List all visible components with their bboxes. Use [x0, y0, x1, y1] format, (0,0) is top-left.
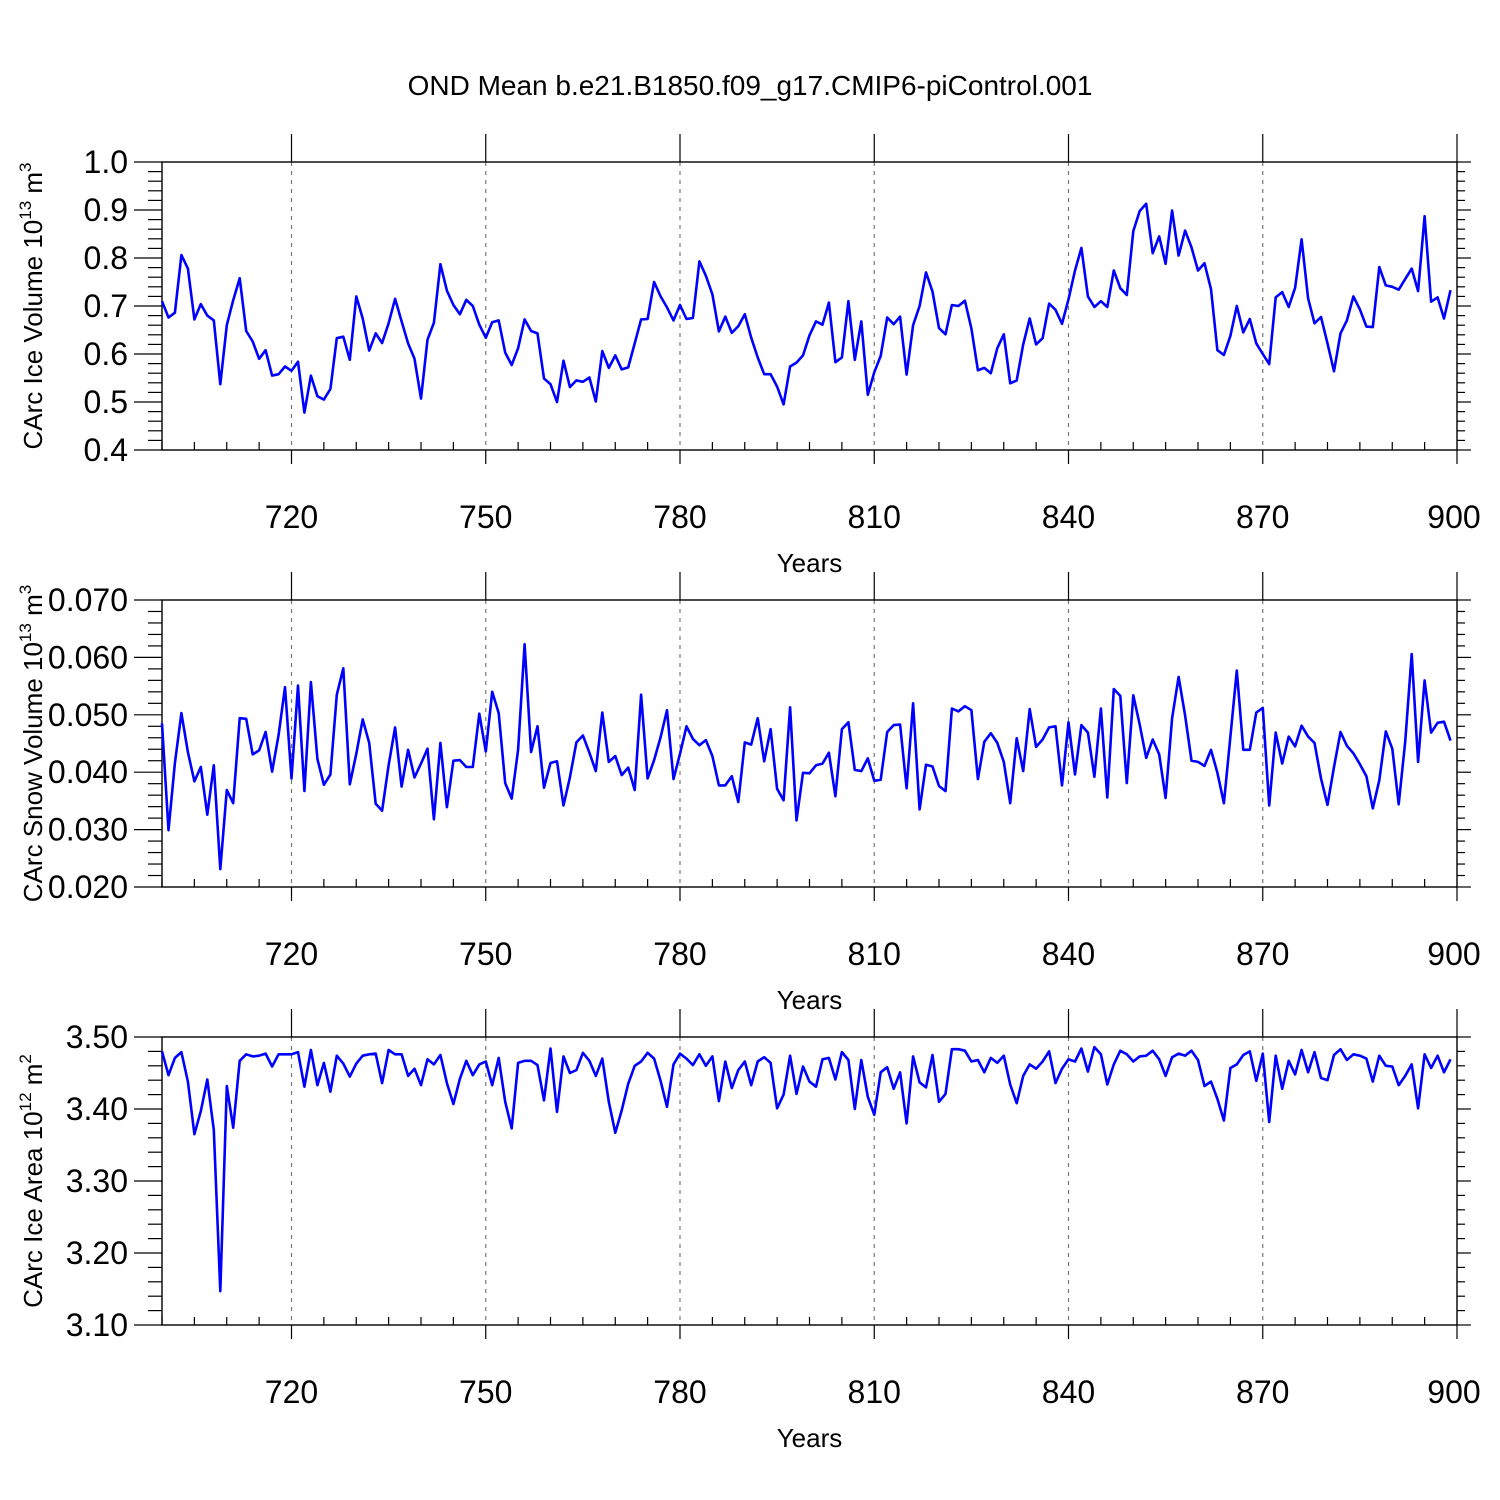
page-title: OND Mean b.e21.B1850.f09_g17.CMIP6-piCon… — [407, 70, 1093, 101]
x-tick-label: 870 — [1236, 936, 1289, 972]
x-tick-label: 720 — [265, 936, 318, 972]
y-axis-title-exponent: 13 — [16, 201, 35, 220]
y-tick-label: 0.6 — [84, 336, 128, 372]
y-tick-label: 0.070 — [48, 582, 128, 618]
y-axis-title-unit: m — [18, 172, 48, 201]
y-tick-label: 3.40 — [66, 1091, 128, 1127]
y-tick-label: 3.50 — [66, 1019, 128, 1055]
panel-ice-area: 3.10 3.20 3.30 3.40 3.50 720 750 780 810 840 870 90… — [16, 1009, 1481, 1453]
x-tick-label: 780 — [653, 1374, 706, 1410]
y-axis-title-unit-exponent: 3 — [16, 585, 35, 594]
y-tick-label: 0.8 — [84, 240, 128, 276]
x-axis-title: Years — [777, 985, 843, 1015]
y-axis-title: CArc Ice Area 1012 m2 — [16, 1054, 48, 1308]
x-tick-label: 810 — [848, 1374, 901, 1410]
x-tick-label: 840 — [1042, 499, 1095, 535]
x-tick-label: 750 — [459, 499, 512, 535]
x-tick-label: 750 — [459, 936, 512, 972]
x-tick-label: 780 — [653, 499, 706, 535]
y-tick-label: 0.5 — [84, 384, 128, 420]
y-axis-title-unit: m — [18, 594, 48, 623]
y-axis-title-exponent: 12 — [16, 1092, 35, 1111]
panel-ice-volume: 0.4 0.5 0.6 0.7 0.8 0.9 1.0 720 750 780 810 840 870 9… — [16, 134, 1481, 578]
x-tick-label: 780 — [653, 936, 706, 972]
y-tick-label: 0.060 — [48, 639, 128, 675]
y-tick-label: 0.050 — [48, 697, 128, 733]
data-line — [160, 202, 1452, 414]
y-axis-title-unit: m — [18, 1064, 48, 1093]
y-tick-label: 3.20 — [66, 1235, 128, 1271]
y-axis-title-text: CArc Ice Area 10 — [18, 1111, 48, 1308]
x-tick-label: 900 — [1427, 936, 1480, 972]
panel-snow-volume: 0.020 0.030 0.040 0.050 0.060 0.070 720 750 780 8… — [16, 572, 1481, 1015]
y-tick-label: 1.0 — [84, 144, 128, 180]
x-tick-label: 840 — [1042, 1374, 1095, 1410]
y-tick-label: 0.030 — [48, 812, 128, 848]
y-axis-title-exponent: 13 — [16, 623, 35, 642]
x-tick-label: 810 — [848, 936, 901, 972]
y-tick-label: 3.30 — [66, 1163, 128, 1199]
x-tick-label: 900 — [1427, 499, 1480, 535]
y-tick-label: 0.4 — [84, 432, 128, 468]
y-axis-title: CArc Ice Volume 1013 m3 — [16, 162, 48, 449]
y-axis-title-text: CArc Ice Volume 10 — [18, 220, 48, 450]
x-axis-title: Years — [777, 548, 843, 578]
y-tick-label: 3.10 — [66, 1307, 128, 1343]
x-tick-label: 720 — [265, 1374, 318, 1410]
y-tick-label: 0.040 — [48, 754, 128, 790]
data-line — [160, 642, 1452, 871]
x-tick-label: 720 — [265, 499, 318, 535]
x-tick-label: 750 — [459, 1374, 512, 1410]
y-axis-title-unit-exponent: 2 — [16, 1054, 35, 1063]
x-tick-label: 870 — [1236, 499, 1289, 535]
y-axis-title: CArc Snow Volume 1013 m3 — [16, 585, 48, 902]
x-tick-label: 810 — [848, 499, 901, 535]
plot-frame — [161, 161, 1458, 451]
y-axis-title-text: CArc Snow Volume 10 — [18, 642, 48, 902]
y-tick-label: 0.7 — [84, 288, 128, 324]
x-axis-title: Years — [777, 1423, 843, 1453]
plot-frame — [161, 1036, 1458, 1326]
x-tick-label: 900 — [1427, 1374, 1480, 1410]
x-tick-label: 870 — [1236, 1374, 1289, 1410]
y-axis-title-unit-exponent: 3 — [16, 162, 35, 171]
y-tick-label: 0.020 — [48, 869, 128, 905]
y-tick-label: 0.9 — [84, 192, 128, 228]
data-line — [160, 1045, 1452, 1293]
x-tick-label: 840 — [1042, 936, 1095, 972]
